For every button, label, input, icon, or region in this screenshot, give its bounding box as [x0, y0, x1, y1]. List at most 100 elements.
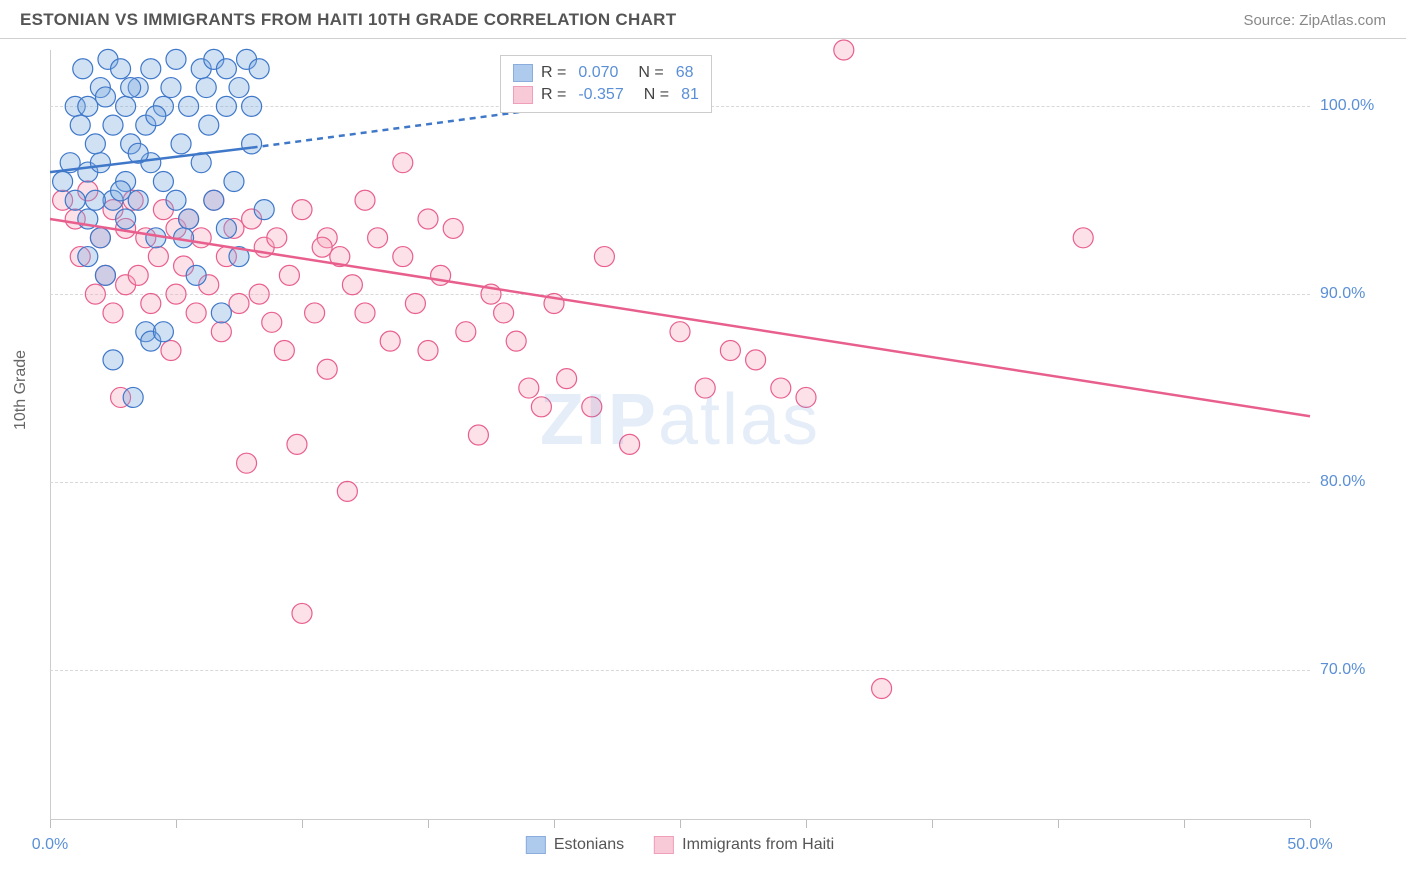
data-point [229, 78, 249, 98]
legend-r-label: R = [541, 86, 566, 104]
data-point [506, 331, 526, 351]
data-point [85, 134, 105, 154]
data-point [103, 350, 123, 370]
data-point [171, 134, 191, 154]
data-point [312, 237, 332, 257]
data-point [216, 96, 236, 116]
y-tick-label: 100.0% [1320, 97, 1390, 115]
data-point [695, 378, 715, 398]
data-point [393, 247, 413, 267]
legend-n-estonians: 68 [676, 64, 694, 82]
data-point [85, 190, 105, 210]
x-tick [176, 820, 177, 828]
data-point [456, 322, 476, 342]
data-point [620, 434, 640, 454]
data-point [796, 387, 816, 407]
data-point [670, 322, 690, 342]
legend-n-label: N = [644, 86, 669, 104]
y-tick-label: 70.0% [1320, 661, 1390, 679]
trend-line [50, 219, 1310, 416]
data-point [128, 190, 148, 210]
data-point [111, 181, 131, 201]
data-point [594, 247, 614, 267]
y-axis-label: 10th Grade [12, 350, 30, 430]
data-point [216, 59, 236, 79]
x-tick [428, 820, 429, 828]
data-point [161, 340, 181, 360]
data-point [519, 378, 539, 398]
data-point [267, 228, 287, 248]
data-point [53, 171, 73, 191]
header: ESTONIAN VS IMMIGRANTS FROM HAITI 10TH G… [0, 0, 1406, 39]
chart-area: 70.0%80.0%90.0%100.0% 0.0%50.0% ZIPatlas… [50, 50, 1310, 820]
legend-item-haiti: Immigrants from Haiti [654, 836, 834, 854]
legend-item-estonians: Estonians [526, 836, 624, 854]
data-point [224, 171, 244, 191]
data-point [73, 59, 93, 79]
legend-label-estonians: Estonians [554, 836, 624, 854]
data-point [317, 359, 337, 379]
data-point [1073, 228, 1093, 248]
data-point [872, 679, 892, 699]
data-point [90, 153, 110, 173]
data-point [123, 387, 143, 407]
x-tick [680, 820, 681, 828]
swatch-estonians [513, 64, 533, 82]
data-point [179, 209, 199, 229]
data-point [337, 481, 357, 501]
data-point [111, 59, 131, 79]
data-point [468, 425, 488, 445]
data-point [834, 40, 854, 60]
data-point [116, 96, 136, 116]
legend-row-haiti: R = -0.357 N = 81 [513, 84, 699, 106]
data-point [292, 603, 312, 623]
y-tick-label: 80.0% [1320, 473, 1390, 491]
source-attribution: Source: ZipAtlas.com [1243, 12, 1386, 29]
data-point [116, 209, 136, 229]
data-point [90, 228, 110, 248]
swatch-estonians [526, 836, 546, 854]
data-point [355, 303, 375, 323]
legend-r-estonians: 0.070 [578, 64, 618, 82]
data-point [186, 265, 206, 285]
data-point [141, 59, 161, 79]
x-tick-label: 50.0% [1287, 836, 1332, 854]
data-point [254, 200, 274, 220]
data-point [141, 294, 161, 314]
swatch-haiti [654, 836, 674, 854]
data-point [196, 78, 216, 98]
data-point [103, 115, 123, 135]
x-tick [1310, 820, 1311, 828]
data-point [146, 106, 166, 126]
data-point [342, 275, 362, 295]
data-point [274, 340, 294, 360]
x-tick [302, 820, 303, 828]
data-point [216, 218, 236, 238]
data-point [121, 78, 141, 98]
data-point [95, 87, 115, 107]
data-point [95, 265, 115, 285]
data-point [242, 96, 262, 116]
correlation-legend: R = 0.070 N = 68 R = -0.357 N = 81 [500, 55, 712, 113]
legend-label-haiti: Immigrants from Haiti [682, 836, 834, 854]
data-point [494, 303, 514, 323]
data-point [305, 303, 325, 323]
data-point [166, 284, 186, 304]
chart-title: ESTONIAN VS IMMIGRANTS FROM HAITI 10TH G… [20, 10, 676, 30]
x-tick [1184, 820, 1185, 828]
legend-n-haiti: 81 [681, 86, 699, 104]
data-point [103, 303, 123, 323]
data-point [166, 190, 186, 210]
data-point [418, 209, 438, 229]
data-point [161, 78, 181, 98]
data-point [582, 397, 602, 417]
data-point [720, 340, 740, 360]
data-point [199, 115, 219, 135]
data-point [405, 294, 425, 314]
data-point [418, 340, 438, 360]
legend-r-haiti: -0.357 [578, 86, 623, 104]
data-point [85, 284, 105, 304]
swatch-haiti [513, 86, 533, 104]
data-point [153, 322, 173, 342]
series-legend: Estonians Immigrants from Haiti [526, 836, 834, 854]
